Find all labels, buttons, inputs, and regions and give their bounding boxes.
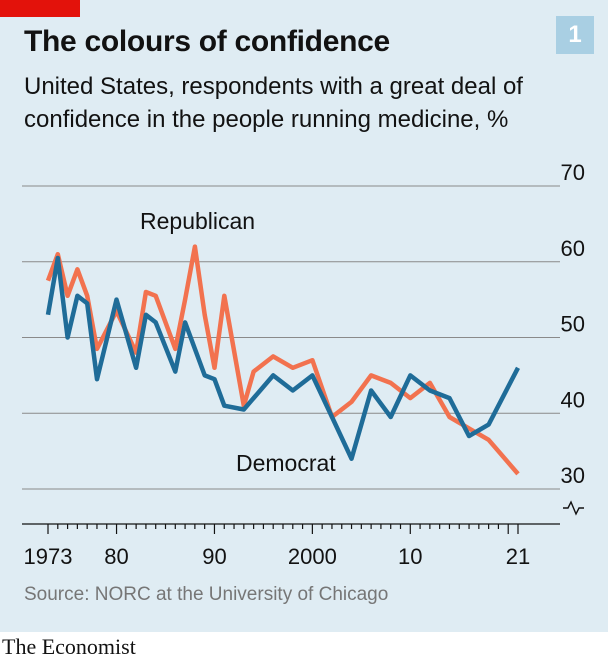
line-chart: 30 40 50 60 70 1973 80 90 2000 10 21 Republican De… <box>22 160 585 569</box>
x-tick-label-2010: 10 <box>398 544 422 569</box>
y-tick-label-60: 60 <box>561 236 585 261</box>
y-tick-label-70: 70 <box>561 160 585 185</box>
series-annotations: Republican Democrat <box>140 208 336 476</box>
x-tick-label-2021: 21 <box>506 544 530 569</box>
chart-number-badge: 1 <box>556 16 594 54</box>
x-tick-label-1973: 1973 <box>24 544 73 569</box>
y-tick-label-30: 30 <box>561 463 585 488</box>
chart-panel <box>0 0 608 632</box>
chart-subtitle: United States, respondents with a great … <box>24 73 523 133</box>
x-tick-label-1990: 90 <box>202 544 226 569</box>
source-note: Source: NORC at the University of Chicag… <box>24 584 389 605</box>
annotation-democrat: Democrat <box>236 450 336 476</box>
y-tick-label-50: 50 <box>561 312 585 337</box>
x-axis: 1973 80 90 2000 10 21 <box>22 523 560 569</box>
chart-title: The colours of confidence <box>24 25 390 58</box>
annotation-republican: Republican <box>140 208 255 234</box>
series-line-republican <box>45 244 520 476</box>
economist-logo: The Economist <box>2 634 136 659</box>
brand-red-bar <box>0 0 80 17</box>
axis-break-zigzag <box>563 500 584 516</box>
gridlines <box>22 185 560 490</box>
x-tick-label-1980: 80 <box>104 544 128 569</box>
x-tick-label-2000: 2000 <box>288 544 337 569</box>
y-axis-labels: 30 40 50 60 70 <box>561 160 585 488</box>
series-line-democrat <box>45 255 520 461</box>
series-lines <box>45 244 520 476</box>
axis-break-icon <box>563 500 584 516</box>
y-tick-label-40: 40 <box>561 387 585 412</box>
